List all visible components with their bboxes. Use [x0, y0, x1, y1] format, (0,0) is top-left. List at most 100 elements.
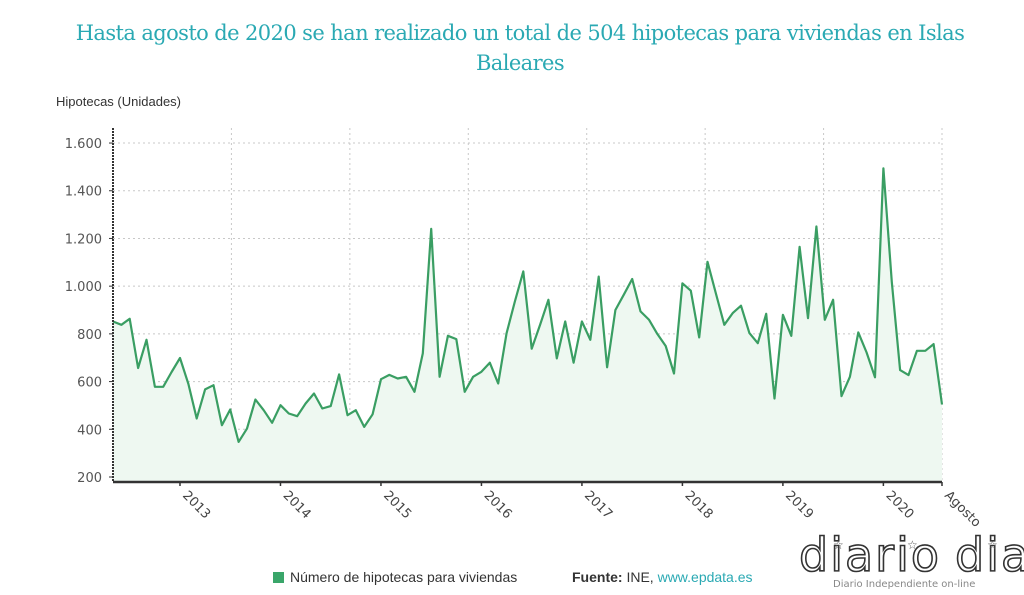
logo-word-dia: dia: [954, 528, 1024, 582]
legend-swatch: [273, 571, 284, 583]
data-point: [780, 312, 785, 317]
data-point: [914, 348, 919, 353]
data-point: [613, 308, 618, 313]
data-point: [387, 372, 392, 377]
data-point: [873, 375, 878, 380]
x-tick-label: 2017: [581, 488, 615, 522]
data-point: [881, 166, 886, 171]
data-point: [420, 351, 425, 356]
data-point: [864, 350, 869, 355]
data-point: [203, 387, 208, 392]
data-point: [270, 420, 275, 425]
data-point: [906, 373, 911, 378]
data-point: [286, 411, 291, 416]
data-point: [697, 335, 702, 340]
source-credit: Fuente: INE, www.epdata.es: [572, 569, 753, 585]
data-point: [295, 414, 300, 419]
data-point: [713, 291, 718, 296]
x-tick-label: 2013: [179, 488, 213, 522]
source-text: INE,: [622, 569, 658, 585]
data-point: [328, 404, 333, 409]
series-area-fill: [113, 168, 942, 483]
data-point: [320, 406, 325, 411]
data-point: [504, 331, 509, 336]
data-point: [412, 389, 417, 394]
data-point: [822, 317, 827, 322]
data-point: [722, 322, 727, 327]
data-point: [772, 396, 777, 401]
data-point: [471, 374, 476, 379]
data-point: [228, 407, 233, 412]
data-point: [236, 439, 241, 444]
y-axis-label: Hipotecas (Unidades): [56, 94, 182, 109]
data-point: [621, 292, 626, 297]
series-line: [112, 167, 944, 443]
data-point: [253, 397, 258, 402]
data-point: [755, 341, 760, 346]
y-tick-label: 1.000: [65, 280, 102, 295]
data-point: [219, 423, 224, 428]
data-point: [554, 356, 559, 361]
data-point: [931, 342, 936, 347]
data-point: [789, 333, 794, 338]
data-point: [487, 360, 492, 365]
data-point: [747, 331, 752, 336]
data-point: [940, 402, 945, 407]
data-point: [898, 368, 903, 373]
data-point: [839, 394, 844, 399]
y-axis-ticks: 200 400 600 800 1.000 1.200 1.400 1.600: [65, 137, 113, 486]
y-tick-label: 400: [77, 423, 102, 438]
data-point: [370, 412, 375, 417]
data-point: [680, 281, 685, 286]
data-point: [663, 344, 668, 349]
data-point: [303, 401, 308, 406]
data-point: [127, 316, 132, 321]
data-point: [521, 269, 526, 274]
source-prefix: Fuente:: [572, 569, 623, 585]
x-tick-label: 2019: [782, 488, 816, 522]
logo-tagline: Diario Independiente on-line: [833, 579, 976, 590]
star-icon: ☆: [833, 538, 844, 552]
legend[interactable]: Número de hipotecas para viviendas: [273, 569, 517, 585]
data-point: [496, 381, 501, 386]
data-point: [437, 374, 442, 379]
data-point: [512, 299, 517, 304]
data-point: [739, 303, 744, 308]
data-point: [454, 337, 459, 342]
axes: [112, 128, 942, 484]
diario-dia-logo: diario dia ☆ ☆ ☆ Diario Independiente on…: [795, 528, 1024, 595]
data-point: [831, 297, 836, 302]
y-tick-label: 1.400: [65, 185, 102, 200]
data-point: [596, 274, 601, 279]
data-point: [630, 276, 635, 281]
data-point: [529, 346, 534, 351]
data-point: [806, 316, 811, 321]
data-point: [889, 279, 894, 284]
data-point: [638, 309, 643, 314]
data-point: [177, 355, 182, 360]
data-point: [395, 376, 400, 381]
star-icon: ☆: [987, 538, 998, 552]
x-tick-label: 2018: [682, 488, 716, 522]
data-point: [429, 226, 434, 231]
legend-label: Número de hipotecas para viviendas: [290, 569, 518, 585]
data-point: [856, 330, 861, 335]
x-tick-label: Agosto: [941, 488, 983, 530]
y-tick-label: 800: [77, 328, 102, 343]
star-icon: ☆: [907, 538, 918, 552]
data-point: [261, 408, 266, 413]
data-point: [445, 333, 450, 338]
x-tick-label: 2014: [280, 488, 314, 522]
data-point: [605, 365, 610, 370]
source-link[interactable]: www.epdata.es: [657, 569, 753, 585]
data-point: [923, 348, 928, 353]
logo-word-diario: diario: [798, 528, 942, 582]
data-point: [278, 403, 283, 408]
data-point: [563, 319, 568, 324]
data-point: [362, 424, 367, 429]
data-point: [404, 374, 409, 379]
data-point: [672, 371, 677, 376]
data-point: [705, 259, 710, 264]
x-tick-label: 2020: [883, 488, 917, 522]
